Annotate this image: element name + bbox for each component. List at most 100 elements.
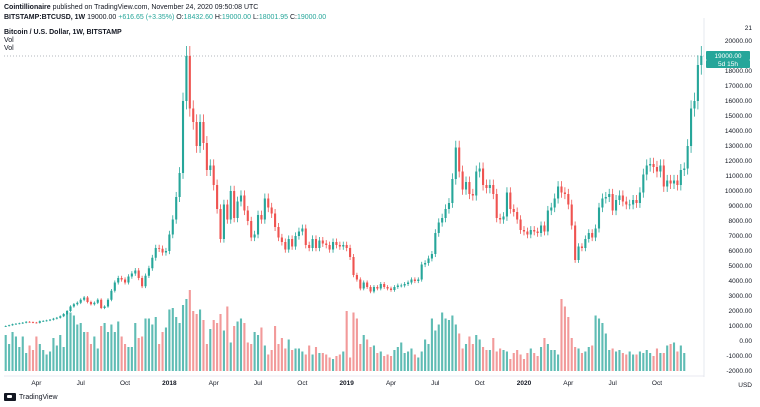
candle [366, 280, 369, 289]
series-legend-vol-1[interactable]: Vol [4, 37, 14, 44]
candle-body [270, 207, 273, 214]
volume-bar [263, 345, 266, 371]
candle-body [8, 325, 11, 327]
candle [604, 191, 607, 204]
volume-bar [601, 323, 604, 371]
candle [464, 176, 468, 195]
candle [536, 227, 539, 237]
volume-bar [243, 323, 246, 371]
candle [461, 165, 464, 195]
candle [79, 298, 82, 305]
close-label: C: [289, 14, 297, 21]
candle-body [376, 287, 379, 289]
volume-bar [134, 323, 137, 371]
candle-body [103, 306, 106, 308]
high-label: H: [214, 14, 222, 21]
price-tick-label: 3000.00 [729, 293, 753, 300]
volume-bars [4, 290, 686, 371]
volume-bar [574, 347, 577, 371]
candle-body [31, 322, 35, 323]
candle [608, 188, 611, 203]
candle-body [345, 245, 348, 248]
volume-bar [318, 353, 321, 371]
time-tick-label: Oct [475, 380, 485, 387]
candle [147, 265, 150, 279]
candle-body [349, 248, 352, 257]
candle [55, 316, 58, 320]
price-candles [4, 46, 703, 327]
candle [137, 268, 140, 281]
candle-body [59, 316, 62, 318]
volume-bar [89, 344, 92, 371]
time-tick-label: Jul [254, 380, 263, 387]
candle-body [427, 258, 430, 263]
candle-body [642, 174, 645, 193]
series-legend-title[interactable]: Bitcoin / U.S. Dollar, 1W, BITSTAMP [4, 29, 122, 36]
candle [120, 275, 123, 282]
candle-body [226, 204, 229, 220]
candle-body [134, 270, 137, 274]
volume-bar [611, 348, 614, 371]
volume-bar [499, 348, 502, 371]
candle-body [96, 299, 99, 303]
candle-body [621, 195, 624, 202]
candle [567, 188, 570, 210]
candle-body [253, 234, 256, 238]
candle [550, 202, 553, 216]
price-tick-label: 0.00 [739, 338, 752, 345]
volume-bar [679, 345, 682, 371]
candle-body [430, 254, 433, 259]
ohlc-info: BITSTAMP:BTCUSD, 1W 19000.00 +616.65 (+3… [4, 13, 326, 22]
candle [314, 235, 318, 252]
volume-bar [216, 323, 219, 371]
volume-bar [345, 311, 348, 371]
price-axis[interactable]: 21 20000.00 18000.00 17000.00 16000.00 15000.… [703, 18, 753, 377]
candle [529, 226, 532, 239]
volume-bar [103, 323, 106, 371]
volume-bar [209, 329, 212, 371]
volume-bar [314, 347, 318, 371]
candle [700, 46, 703, 75]
candle-body [584, 239, 587, 248]
volume-bar [141, 336, 144, 371]
volume-bar [386, 354, 389, 371]
volume-bar [434, 330, 437, 371]
volume-bar [461, 348, 464, 371]
volume-bar [632, 354, 635, 371]
candle [451, 173, 454, 208]
volume-bar [301, 351, 304, 371]
candle [655, 160, 659, 178]
volume-bar [260, 327, 263, 371]
price-badge-timer: 5d 15h [718, 61, 738, 68]
candle [144, 273, 147, 289]
candle-body [236, 201, 239, 218]
candle-body [383, 284, 386, 287]
candle [294, 232, 297, 250]
candle [369, 285, 372, 294]
candle [389, 286, 393, 292]
candle [164, 247, 168, 256]
low-label: L: [252, 14, 259, 21]
candle-body [100, 299, 103, 308]
candle [383, 282, 386, 289]
volume-bar [52, 338, 55, 371]
candle-body [38, 321, 41, 323]
volume-bar [284, 348, 287, 371]
series-legend-vol-2[interactable]: Vol [4, 45, 14, 52]
close-value: 19000.00 [296, 14, 327, 21]
candle [417, 277, 420, 284]
candle-body [499, 218, 502, 220]
volume-bar [519, 354, 522, 371]
candle-body [645, 165, 648, 175]
candle-body [297, 231, 300, 236]
price-tick-label: 7000.00 [729, 233, 753, 240]
time-axis[interactable]: Apr Jul Oct 2018 Apr Jul Oct 2019 Apr Jul Oct 2020 A… [4, 375, 704, 387]
candle [468, 176, 471, 200]
symbol-label: BITSTAMP:BTCUSD, 1W [4, 14, 86, 21]
candle-body [591, 233, 594, 238]
candle [325, 240, 328, 249]
candle-body [45, 320, 48, 322]
candle [672, 174, 676, 190]
